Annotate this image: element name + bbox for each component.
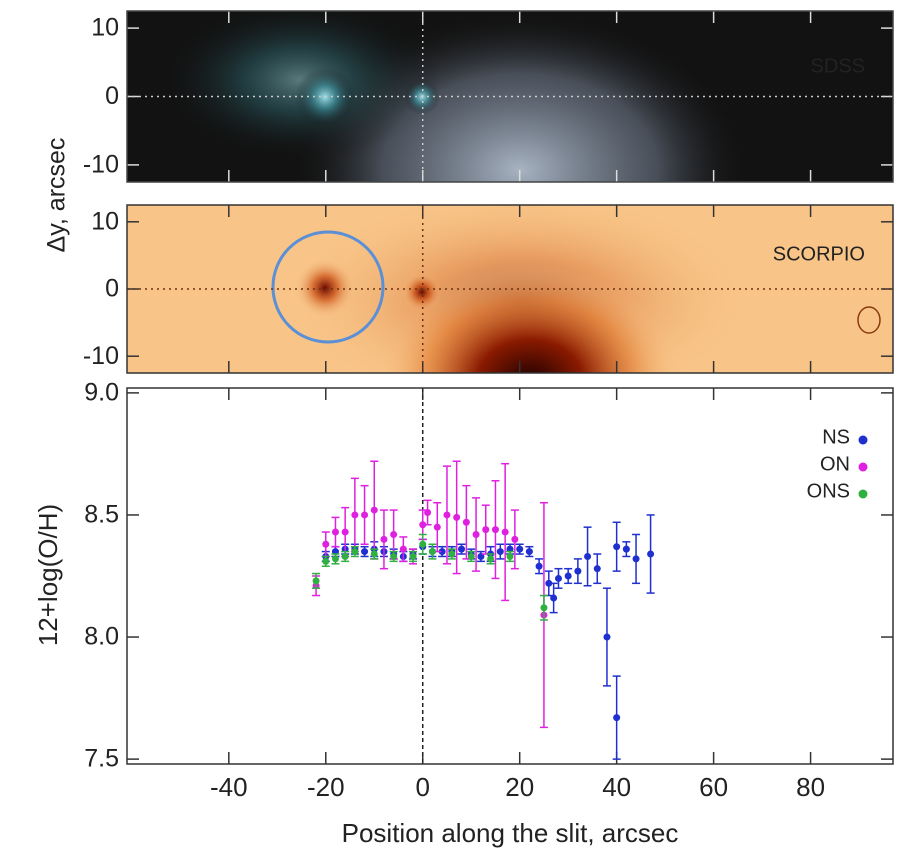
y-tick-label: 9.0 bbox=[84, 378, 119, 406]
data-point bbox=[361, 548, 369, 556]
data-point bbox=[487, 555, 495, 563]
legend-label: ONS bbox=[807, 480, 850, 502]
data-point bbox=[390, 530, 398, 538]
y-tick-label: 10 bbox=[91, 207, 119, 235]
data-point bbox=[613, 714, 621, 722]
legend-swatch bbox=[858, 435, 868, 445]
y-tick-label: 0 bbox=[105, 275, 119, 303]
data-point bbox=[448, 550, 456, 558]
y-tick-label: -10 bbox=[83, 342, 119, 370]
data-point bbox=[550, 594, 558, 602]
data-point bbox=[351, 511, 359, 519]
data-point bbox=[341, 552, 349, 560]
y-tick-label: 7.5 bbox=[84, 745, 119, 773]
data-point bbox=[482, 526, 490, 534]
data-point bbox=[516, 545, 524, 553]
sdss-image bbox=[127, 11, 893, 182]
frame bbox=[126, 204, 894, 374]
data-point bbox=[603, 633, 611, 641]
data-point bbox=[322, 557, 330, 565]
data-point bbox=[506, 552, 514, 560]
y-axis-label: Δy, arcsec bbox=[43, 138, 71, 253]
y-axis-label: 12+log(O/H) bbox=[33, 504, 63, 646]
data-point bbox=[409, 552, 417, 560]
data-point bbox=[647, 550, 655, 558]
data-point bbox=[312, 577, 320, 585]
data-point bbox=[424, 509, 432, 517]
data-point bbox=[361, 511, 369, 519]
y-tick-label: 8.0 bbox=[84, 623, 119, 651]
data-point bbox=[622, 545, 630, 553]
x-tick-label: 20 bbox=[505, 772, 534, 802]
data-point bbox=[574, 567, 582, 575]
data-point bbox=[593, 565, 601, 573]
data-point bbox=[564, 572, 572, 580]
frame bbox=[126, 387, 894, 765]
y-tick-label: -10 bbox=[83, 151, 119, 179]
data-point bbox=[390, 552, 398, 560]
legend-label: ON bbox=[820, 453, 850, 475]
x-tick-label: 60 bbox=[699, 772, 728, 802]
data-point bbox=[525, 548, 533, 556]
data-point bbox=[351, 548, 359, 556]
x-tick-label: -40 bbox=[210, 772, 248, 802]
data-point bbox=[453, 513, 461, 521]
data-point bbox=[458, 545, 466, 553]
data-point bbox=[399, 545, 407, 553]
data-point bbox=[496, 548, 504, 556]
legend-swatch bbox=[858, 462, 868, 472]
data-point bbox=[467, 552, 475, 560]
x-tick-label: 0 bbox=[415, 772, 429, 802]
data-point bbox=[419, 540, 427, 548]
data-point bbox=[419, 521, 427, 529]
y-tick-label: 8.5 bbox=[84, 501, 119, 529]
data-point bbox=[540, 604, 548, 612]
data-point bbox=[433, 523, 441, 531]
data-point bbox=[443, 511, 451, 519]
x-tick-label: 80 bbox=[796, 772, 825, 802]
data-point bbox=[331, 528, 339, 536]
y-tick-label: 0 bbox=[105, 82, 119, 110]
panel-title: SDSS bbox=[811, 55, 865, 77]
data-point bbox=[535, 562, 543, 570]
data-point bbox=[322, 540, 330, 548]
data-point bbox=[380, 535, 388, 543]
data-point bbox=[370, 550, 378, 558]
legend-swatch bbox=[858, 489, 868, 499]
panel-title: SCORPIO bbox=[773, 243, 865, 265]
data-point bbox=[331, 555, 339, 563]
data-point bbox=[438, 548, 446, 556]
data-point bbox=[632, 555, 640, 563]
data-point bbox=[428, 548, 436, 556]
x-axis-label: Position along the slit, arcsec bbox=[342, 818, 679, 848]
data-point bbox=[462, 518, 470, 526]
data-point bbox=[491, 526, 499, 534]
x-tick-label: -20 bbox=[307, 772, 345, 802]
frame bbox=[126, 10, 894, 183]
scorpio-image bbox=[127, 205, 893, 373]
data-point bbox=[613, 543, 621, 551]
data-point bbox=[545, 579, 553, 587]
data-point bbox=[472, 530, 480, 538]
data-point bbox=[341, 528, 349, 536]
data-point bbox=[501, 528, 509, 536]
highlight-circle bbox=[271, 230, 385, 344]
data-point bbox=[370, 506, 378, 514]
legend-label: NS bbox=[822, 426, 850, 448]
y-tick-label: 10 bbox=[91, 14, 119, 42]
data-point bbox=[511, 535, 519, 543]
data-point bbox=[554, 574, 562, 582]
x-tick-label: 40 bbox=[602, 772, 631, 802]
data-point bbox=[584, 552, 592, 560]
